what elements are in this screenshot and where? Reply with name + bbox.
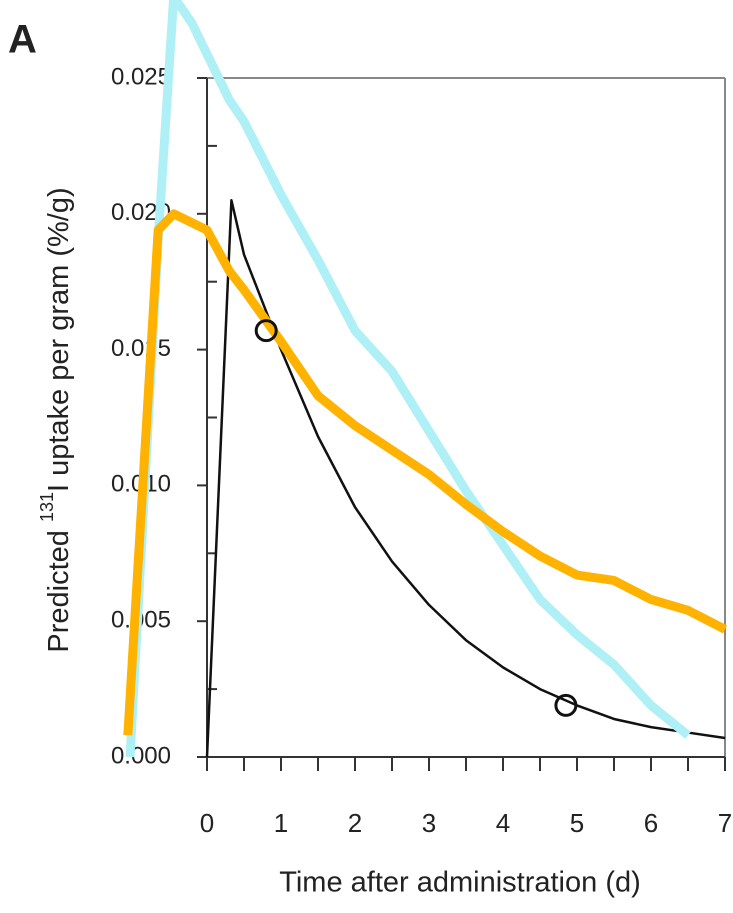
x-tick-label: 5 — [570, 808, 584, 838]
series-line — [123, 209, 728, 736]
series-line — [205, 198, 726, 758]
y-tick-label: 0.025 — [111, 63, 171, 90]
y-label-sup: 131 — [37, 492, 57, 522]
x-tick-label: 4 — [496, 808, 510, 838]
series-line — [125, 0, 691, 758]
y-label-text: I uptake per gram (%/g) — [43, 187, 75, 492]
x-tick-label: 6 — [644, 808, 658, 838]
data-point — [554, 693, 578, 717]
panel-label: A — [8, 18, 37, 62]
y-label-text: Predicted — [43, 522, 75, 653]
x-tick-label: 2 — [348, 808, 362, 838]
x-tick-label: 3 — [422, 808, 436, 838]
x-tick-label: 0 — [200, 808, 214, 838]
x-tick-label: 7 — [718, 808, 732, 838]
y-tick-label: 0.015 — [111, 335, 171, 362]
data-point — [254, 319, 278, 343]
y-tick-label: 0.000 — [111, 742, 171, 769]
x-axis-label: Time after administration (d) — [279, 867, 641, 899]
x-tick-label: 1 — [274, 808, 288, 838]
y-axis-label: Predicted 131I uptake per gram (%/g) — [37, 187, 75, 652]
